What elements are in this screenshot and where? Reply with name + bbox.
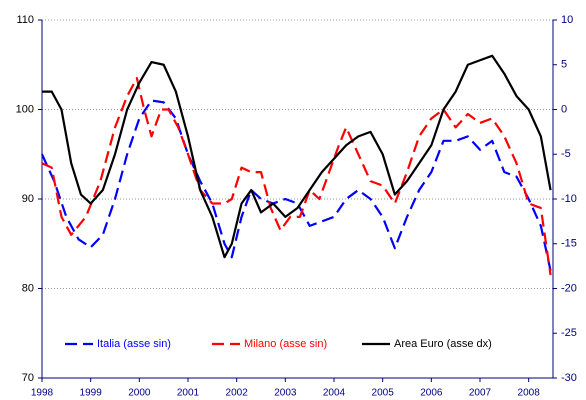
x-tick-label: 2006 (420, 388, 443, 399)
y2-tick-label: -5 (561, 148, 571, 160)
legend-label: Italia (asse sin) (97, 338, 171, 350)
series-line (40, 99, 552, 271)
x-tick-label: 2004 (323, 388, 346, 399)
y-tick-label: 80 (22, 282, 34, 294)
series-line (42, 54, 552, 259)
legend-label: Milano (asse sin) (244, 338, 327, 350)
y2-tick-label: 10 (561, 14, 573, 26)
y2-tick-label: -10 (561, 193, 577, 205)
y2-tick-label: -20 (561, 282, 577, 294)
x-tick-label: 1999 (80, 388, 103, 399)
y-tick-label: 110 (16, 14, 34, 26)
x-tick-label: 2001 (177, 388, 200, 399)
x-tick-label: 1998 (31, 388, 54, 399)
y2-tick-label: 0 (561, 103, 567, 115)
x-tick-label: 2003 (274, 388, 297, 399)
y2-tick-label: -30 (561, 372, 577, 384)
y-tick-label: 70 (22, 372, 34, 384)
x-tick-label: 2000 (128, 388, 151, 399)
x-tick-label: 2007 (469, 388, 492, 399)
y2-tick-label: 5 (561, 59, 567, 71)
series-line (41, 77, 552, 276)
x-tick-label: 2005 (372, 388, 395, 399)
y-tick-label: 90 (22, 193, 34, 205)
x-tick-label: 2008 (518, 388, 541, 399)
y-tick-label: 100 (16, 103, 34, 115)
x-tick-label: 2002 (226, 388, 249, 399)
y2-tick-label: -15 (561, 238, 577, 250)
legend-label: Area Euro (asse dx) (394, 338, 492, 350)
y2-tick-label: -25 (561, 327, 577, 339)
